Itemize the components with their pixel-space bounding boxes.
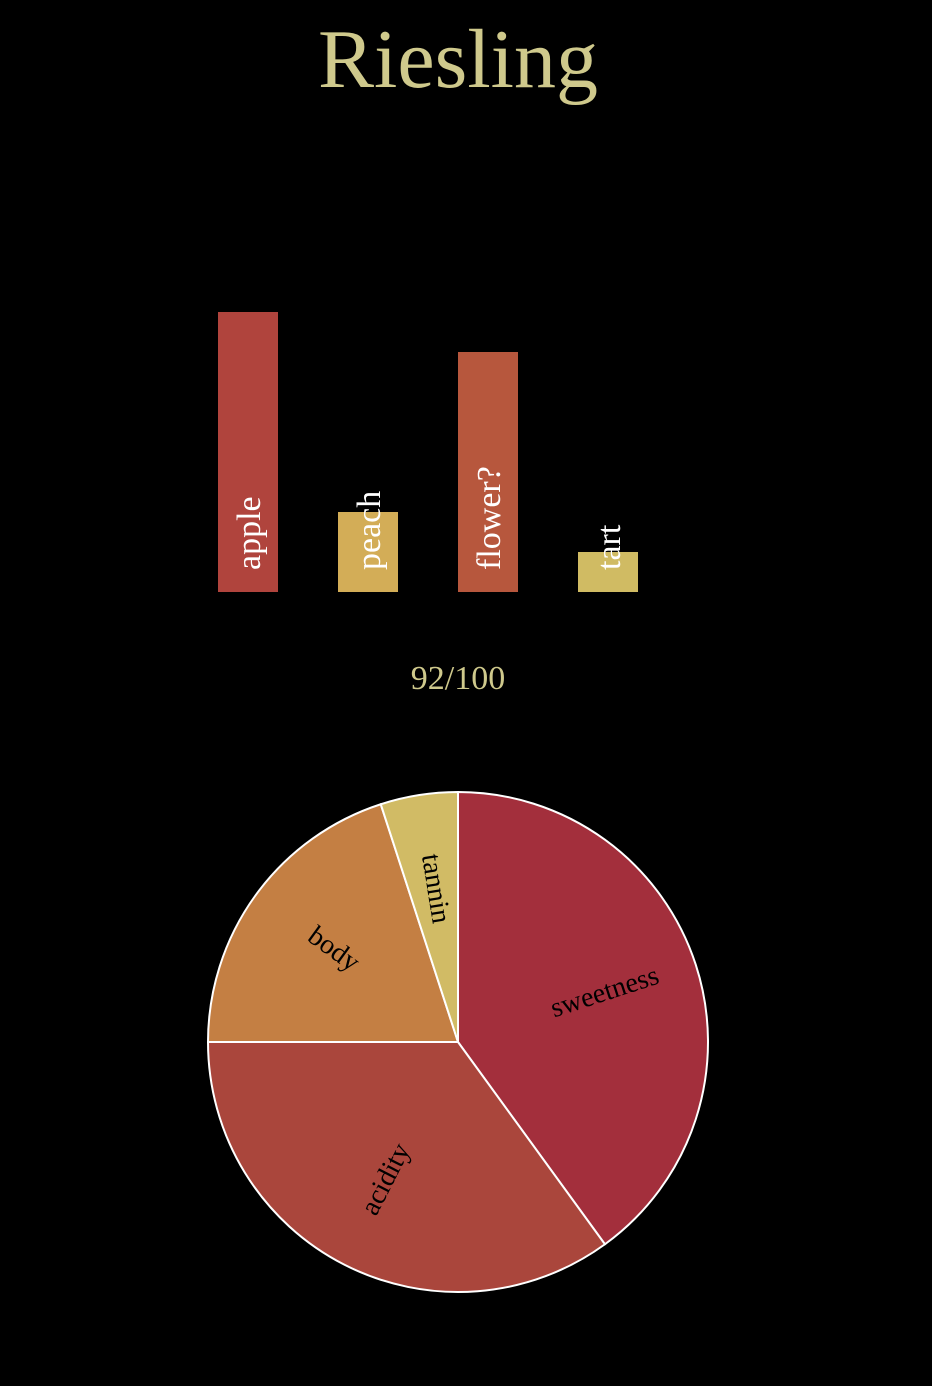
page-title: Riesling [317,13,598,106]
score-label: 92/100 [410,660,506,697]
bar-0 [218,312,278,592]
bar-label-2: flower? [471,466,508,570]
flavor-bar-chart: apple peach flower? tart [218,312,638,592]
pie-slice-2 [206,802,460,1043]
bar-label-1: peach [351,491,388,570]
pie-slice-0 [457,790,709,1246]
pie-slice-1 [206,1041,607,1293]
bar-2 [458,352,518,592]
pie-slice-3 [379,790,459,1043]
bar-label-0: apple [231,496,268,570]
bar-label-3: tart [591,524,628,570]
bar-1 [338,512,398,592]
bar-3 [578,552,638,592]
